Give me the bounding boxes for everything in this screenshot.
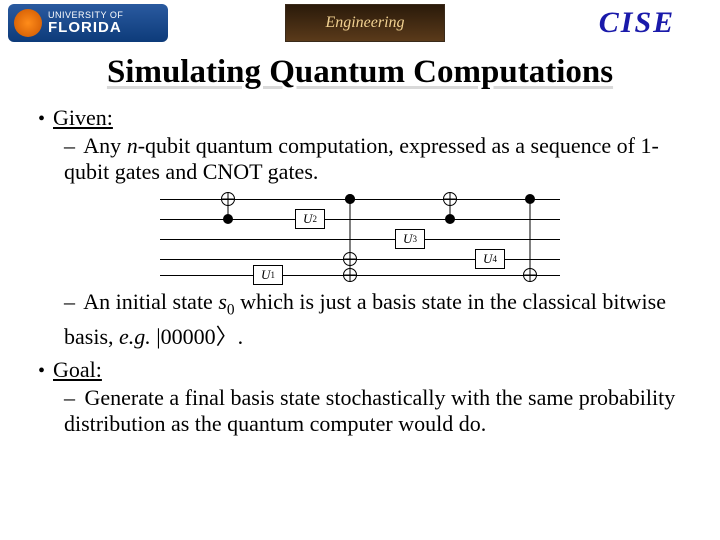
cnot-control-dot [345,194,355,204]
uf-logo: UNIVERSITY OF FLORIDA [8,4,168,42]
text-frag: An initial state [83,289,218,314]
dash-icon: – [64,133,75,158]
engineering-logo: Engineering [285,4,445,42]
goal-text: Generate a final basis state stochastica… [64,385,675,436]
cnot-connector [350,199,351,275]
dash-icon: – [64,289,75,314]
cise-logo: CISE [562,4,712,42]
quantum-circuit-diagram: U1U2U3U4 [160,191,560,281]
goal-label: Goal: [53,357,102,383]
unitary-gate: U1 [253,265,283,285]
uf-seal-icon [14,9,42,37]
unitary-gate: U4 [475,249,505,269]
var-n: n [127,133,138,158]
bullet-dot-icon: • [38,109,45,129]
circuit-wire [160,239,560,240]
bullet-dot-icon: • [38,361,45,381]
header-bar: UNIVERSITY OF FLORIDA Engineering CISE [0,0,720,50]
unitary-gate: U3 [395,229,425,249]
cnot-control-dot [445,214,455,224]
circuit-wire [160,199,560,200]
given-label: Given: [53,105,113,131]
unitary-gate: U2 [295,209,325,229]
cnot-target-icon [523,268,537,282]
sub-bullet-goal-1: – Generate a final basis state stochasti… [64,385,682,437]
bullet-goal: • Goal: [38,357,682,383]
ket-text: |00000〉. [151,324,243,349]
sub-bullet-given-1: – Any n-qubit quantum computation, expre… [64,133,682,185]
var-s-sub: 0 [227,301,235,318]
page-title: Simulating Quantum Computations [0,54,720,91]
circuit-wire [160,275,560,276]
bullet-given: • Given: [38,105,682,131]
circuit-wire [160,219,560,220]
cnot-control-dot [223,214,233,224]
slide-content: • Given: – Any n-qubit quantum computati… [0,91,720,437]
cnot-target-icon [443,192,457,206]
cnot-connector [530,199,531,275]
text-frag: -qubit quantum computation, expressed as… [64,133,659,184]
uf-logo-line2: FLORIDA [48,20,123,35]
cnot-control-dot [525,194,535,204]
dash-icon: – [64,385,75,410]
eg-text: e.g. [119,324,151,349]
cnot-target-icon [221,192,235,206]
text-frag: Any [83,133,126,158]
var-s: s [218,289,227,314]
sub-bullet-given-2: – An initial state s0 which is just a ba… [64,289,682,351]
cnot-target-icon [343,268,357,282]
